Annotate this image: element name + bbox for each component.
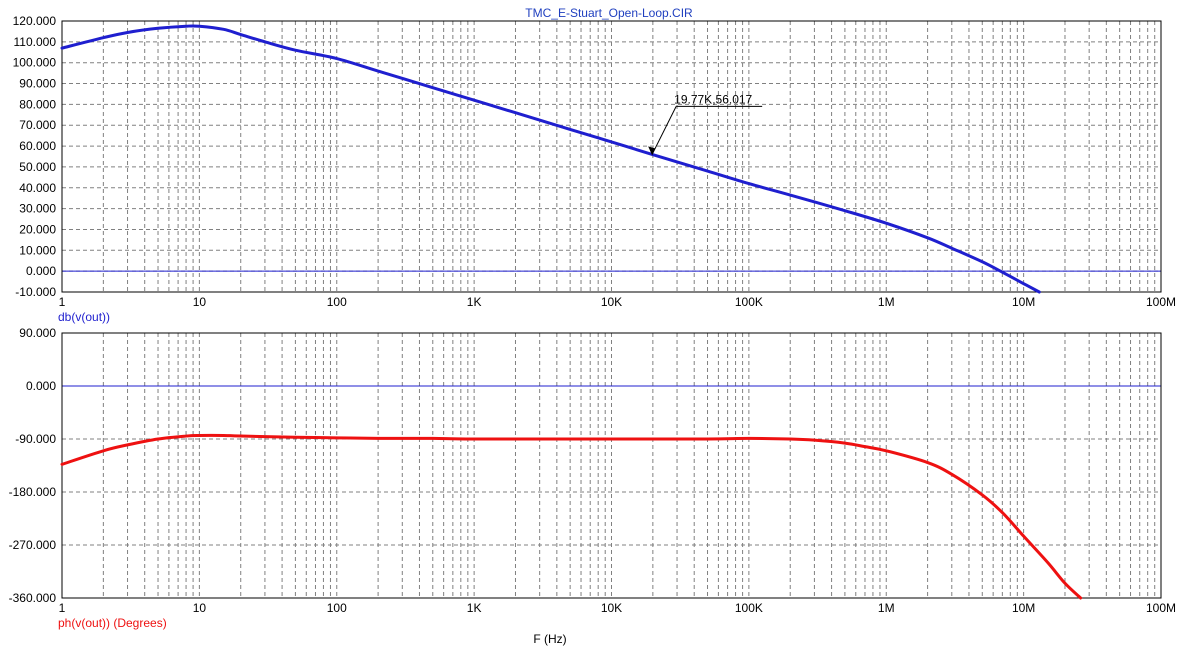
y-tick-label: 50.000 (19, 160, 56, 174)
x-tick-label: 10M (1012, 601, 1035, 615)
x-axis-label: F (Hz) (533, 632, 566, 646)
phase-panel: 1 10 100 1K 10K 100K 1M 10M 100M 90.000 0.000 -90.0… (9, 326, 1176, 615)
y-tick-label: 0.000 (26, 379, 56, 393)
y-tick-label: -10.000 (15, 285, 56, 299)
x-tick-label: 100K (735, 601, 763, 615)
phase-series-line (60, 433, 1083, 600)
marker-label: 19.77K,56.017 (674, 92, 752, 106)
x-tick-label: 100 (327, 295, 347, 309)
marker-arrowhead (648, 146, 656, 156)
x-tick-label: 100M (1146, 601, 1176, 615)
y-tick-label: 30.000 (19, 202, 56, 216)
x-tick-label: 100M (1146, 295, 1176, 309)
magnitude-panel: 1 10 100 1K 10K 100K 1M 10M 100M 120.000 110.000 10… (13, 14, 1176, 309)
x-tick-label: 10 (193, 295, 207, 309)
y-tick-label: 90.000 (19, 77, 56, 91)
y-tick-label: 60.000 (19, 139, 56, 153)
x-tick-label: 1M (878, 295, 895, 309)
plot-frame (61, 20, 1162, 293)
x-tick-label: 100K (735, 295, 763, 309)
y-tick-label: 10.000 (19, 243, 56, 257)
y-tick-label: 80.000 (19, 97, 56, 111)
y-tick-label: 110.000 (14, 35, 57, 49)
y-tick-label: -360.000 (9, 591, 57, 605)
x-tick-label: 1K (467, 295, 482, 309)
y-tick-label: 20.000 (19, 222, 56, 236)
phase-ylabel: ph(v(out)) (Degrees) (58, 616, 167, 630)
magnitude-series-line (60, 24, 1041, 294)
x-tick-label: 10M (1012, 295, 1035, 309)
y-tick-label: -90.000 (15, 432, 56, 446)
magnitude-ylabel: db(v(out)) (58, 310, 110, 324)
y-tick-label: 90.000 (19, 326, 56, 340)
y-tick-label: 0.000 (26, 264, 56, 278)
x-tick-label: 100 (327, 601, 347, 615)
x-tick-label: 1 (59, 295, 66, 309)
y-tick-label: 40.000 (19, 181, 56, 195)
y-tick-label: 70.000 (19, 118, 56, 132)
chart-title: TMC_E-Stuart_Open-Loop.CIR (525, 6, 693, 20)
x-tick-label: 10 (193, 601, 207, 615)
y-tick-label: 100.000 (13, 56, 57, 70)
x-tick-label: 1K (467, 601, 482, 615)
y-tick-label: 120.000 (13, 14, 57, 28)
x-tick-label: 1 (59, 601, 66, 615)
y-tick-label: -270.000 (9, 538, 57, 552)
x-tick-label: 10K (601, 601, 622, 615)
y-tick-label: -180.000 (9, 485, 57, 499)
x-tick-label: 1M (878, 601, 895, 615)
marker-leader-line (651, 106, 677, 155)
x-tick-label: 10K (601, 295, 622, 309)
